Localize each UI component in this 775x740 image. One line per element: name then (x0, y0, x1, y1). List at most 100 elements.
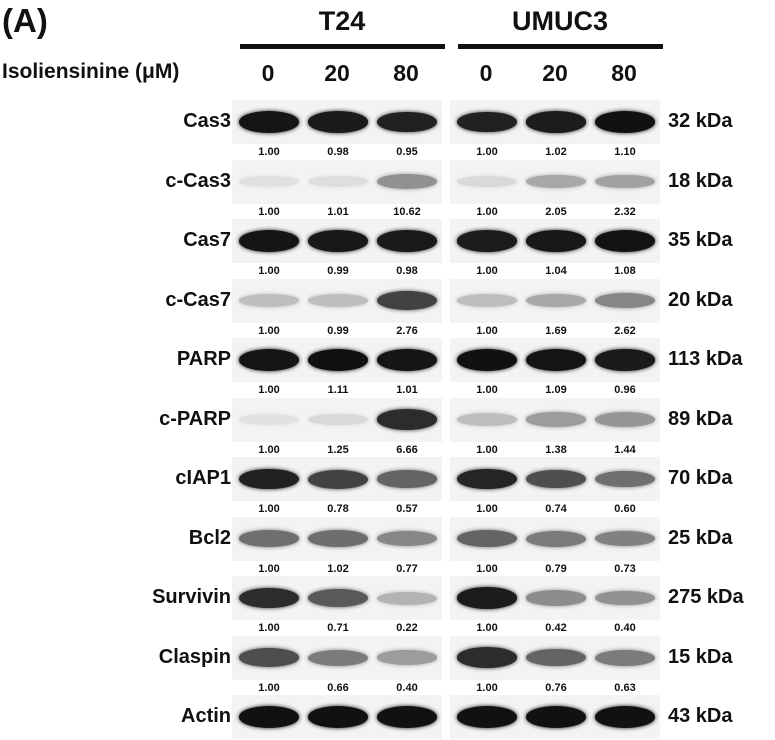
quantification-value: 0.66 (327, 681, 349, 694)
blot-strip-umuc3 (450, 100, 660, 144)
quantification-value: 1.00 (476, 324, 498, 337)
protein-band (526, 293, 586, 308)
blot-strip-umuc3 (450, 219, 660, 263)
protein-band (377, 111, 437, 133)
quantification-value: 1.44 (614, 443, 636, 456)
protein-band (377, 409, 437, 430)
protein-band (308, 706, 368, 728)
quantification-value: 1.00 (476, 146, 498, 158)
protein-band (526, 706, 586, 728)
quantification-value: 0.98 (396, 265, 418, 277)
group-underline-umuc3 (458, 44, 663, 49)
dose-label: 0 (479, 60, 493, 86)
protein-band (377, 650, 437, 665)
quantification-value: 1.25 (327, 443, 349, 456)
quantification-value: 0.79 (545, 562, 567, 575)
quantification-value: 0.78 (327, 503, 349, 515)
quantification-value: 1.00 (258, 324, 280, 337)
quantification-value: 1.01 (396, 384, 418, 396)
group-title-t24: T24 (318, 6, 366, 36)
quantification-value: 0.99 (327, 265, 349, 277)
blot-strip-t24 (232, 516, 442, 561)
molecular-weight-label: 32 kDa (668, 110, 733, 132)
quantification-value: 1.00 (476, 443, 498, 456)
protein-band (308, 649, 368, 666)
blot-strip-t24 (232, 338, 442, 382)
blot-strip-umuc3 (450, 457, 660, 501)
quantification-value: 1.00 (258, 562, 280, 575)
protein-band (457, 294, 517, 307)
quantification-value: 1.00 (258, 503, 280, 515)
protein-band (457, 587, 517, 609)
quantification-value: 1.69 (545, 324, 567, 337)
quantification-value: 0.60 (614, 503, 636, 515)
protein-band (239, 294, 299, 307)
protein-label: Claspin (158, 645, 231, 668)
protein-band (457, 413, 517, 426)
protein-band (595, 230, 655, 252)
dose-label: 80 (393, 60, 419, 86)
protein-band (239, 530, 299, 547)
quantification-value: 1.00 (476, 503, 498, 515)
protein-label: PARP (176, 348, 231, 370)
protein-band (595, 649, 655, 666)
blot-strip-umuc3 (450, 159, 660, 204)
blot-strip-t24 (232, 219, 442, 263)
blot-strip-umuc3 (450, 635, 660, 680)
protein-label: c-Cas7 (165, 288, 231, 311)
protein-band (308, 469, 368, 489)
blot-strip-umuc3 (450, 516, 660, 561)
protein-band (595, 706, 655, 728)
protein-band (526, 412, 586, 427)
molecular-weight-label: 43 kDa (668, 705, 733, 727)
quantification-value: 1.02 (327, 562, 349, 575)
protein-label: cIAP1 (175, 467, 231, 489)
protein-band (239, 111, 299, 133)
protein-band (377, 591, 437, 605)
protein-band (239, 706, 299, 728)
dose-label: 80 (611, 60, 637, 86)
quantification-value: 1.00 (258, 265, 280, 277)
protein-band (308, 294, 368, 307)
protein-band (308, 530, 368, 547)
quantification-value: 0.63 (614, 681, 636, 694)
protein-band (595, 412, 655, 427)
protein-band (377, 230, 437, 252)
protein-label: c-PARP (159, 407, 231, 430)
blot-strip-t24 (232, 635, 442, 680)
quantification-value: 1.00 (258, 205, 280, 218)
quantification-value: 0.71 (327, 622, 349, 634)
quantification-value: 1.00 (476, 622, 498, 634)
quantification-value: 0.22 (396, 622, 418, 634)
protein-band (457, 468, 517, 490)
blot-strip-t24 (232, 695, 442, 739)
quantification-value: 0.77 (396, 562, 418, 575)
molecular-weight-label: 20 kDa (668, 288, 733, 311)
blot-strip-t24 (232, 278, 442, 323)
protein-band (239, 587, 299, 609)
protein-band (308, 414, 368, 425)
protein-band (308, 589, 368, 607)
protein-label: Cas3 (183, 110, 231, 132)
quantification-value: 1.00 (476, 384, 498, 396)
protein-band (526, 648, 586, 667)
protein-band (308, 111, 368, 133)
molecular-weight-label: 35 kDa (668, 229, 733, 251)
protein-label: Bcl2 (188, 526, 231, 549)
protein-label: Cas7 (183, 229, 231, 251)
protein-band (457, 706, 517, 728)
quantification-value: 6.66 (396, 443, 418, 456)
quantification-value: 1.08 (614, 265, 636, 277)
quantification-value: 2.05 (545, 205, 567, 218)
protein-label: Survivin (152, 586, 231, 608)
protein-band (526, 469, 586, 489)
group-title-umuc3: UMUC3 (511, 6, 608, 36)
protein-band (595, 590, 655, 606)
quantification-value: 1.00 (258, 622, 280, 634)
protein-band (377, 530, 437, 547)
quantification-value: 1.00 (476, 205, 498, 218)
quantification-value: 1.00 (476, 681, 498, 694)
molecular-weight-label: 113 kDa (668, 348, 743, 370)
protein-band (595, 292, 655, 309)
protein-band (308, 349, 368, 371)
